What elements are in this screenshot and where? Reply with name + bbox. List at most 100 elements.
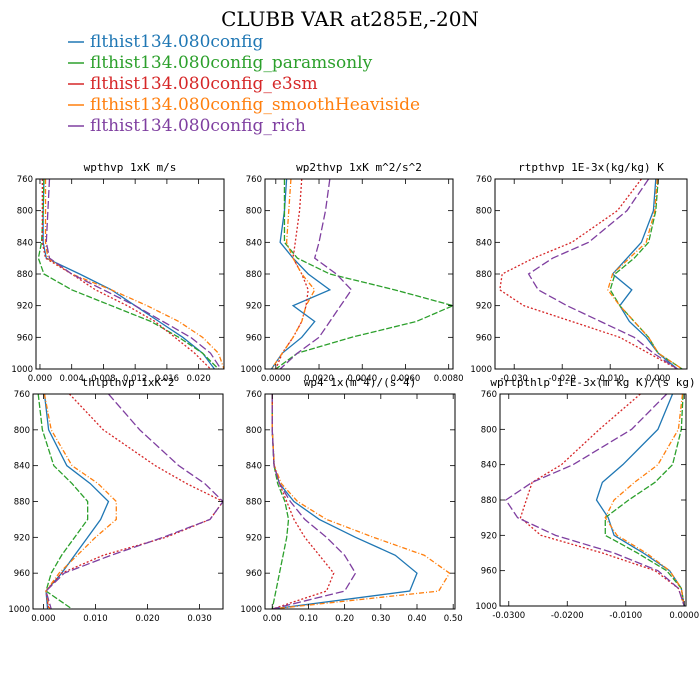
panel: rtpthvp 1E-3x(kg/kg) K 760 800 840 880 920 960…: [470, 161, 688, 384]
y-tick-label: 760: [14, 390, 30, 400]
x-tick-label: -0.0100: [609, 611, 642, 621]
legend-entry: flthist134.080config: [68, 32, 263, 52]
y-tick-label: 760: [476, 175, 492, 185]
y-tick-label: 760: [246, 175, 262, 185]
legend-entry: flthist134.080config_e3sm: [68, 74, 318, 94]
y-tick-label: 880: [246, 498, 262, 508]
series-line: [271, 394, 335, 609]
legend-label: flthist134.080config_paramsonly: [90, 53, 373, 73]
legend-entry: flthist134.080config_paramsonly: [68, 53, 373, 73]
x-tick-label: 0.000: [31, 614, 55, 624]
panel: thlpthvp 1xK^276080084088092096010000.00…: [8, 376, 224, 624]
y-tick-label: 920: [246, 302, 262, 312]
x-tick-label: 0.008: [91, 374, 115, 384]
y-tick-label: 840: [476, 238, 492, 248]
x-tick-label: 0.010: [83, 614, 107, 624]
figure-title: CLUBB VAR at285E,-20N: [221, 7, 479, 31]
y-tick-label: 800: [246, 207, 262, 217]
panel-title: wp4 1x(m^4)/(s^4): [304, 376, 417, 389]
series-line: [611, 179, 678, 369]
y-tick-label: 960: [481, 567, 497, 577]
series-line: [270, 179, 332, 369]
series-line: [45, 394, 223, 609]
x-tick-label: 0.00: [263, 614, 282, 624]
chart-panels: wpthvp 1xK m/s76080084088092096010000.00…: [8, 161, 699, 624]
series-line: [37, 394, 89, 609]
x-tick-label: 0.0020: [304, 374, 334, 384]
y-tick-label: 840: [246, 238, 262, 248]
y-tick-label: 800: [14, 426, 30, 436]
series-line: [604, 394, 685, 606]
series-lines: [270, 179, 453, 369]
series-line: [45, 394, 223, 609]
y-tick-label: 960: [246, 333, 262, 343]
y-tick-label: 960: [17, 333, 33, 343]
panel-title: wp2thvp 1xK m^2/s^2: [296, 161, 422, 174]
x-tick-label: 0.0060: [391, 374, 421, 384]
y-tick-label: 840: [14, 462, 30, 472]
y-tick-label: 1000: [475, 602, 497, 612]
y-tick-label: 800: [17, 207, 33, 217]
y-tick-label: 920: [481, 531, 497, 541]
series-lines: [271, 394, 451, 609]
y-tick-label: 920: [246, 533, 262, 543]
legend: flthist134.080configflthist134.080config…: [68, 32, 420, 136]
y-tick-label: 1000: [240, 605, 262, 615]
y-tick-label: 880: [14, 498, 30, 508]
x-tick-label: 0.000: [646, 374, 670, 384]
y-tick-label: 1000: [11, 365, 33, 375]
y-tick-label: 960: [14, 569, 30, 579]
series-line: [41, 179, 211, 369]
y-tick-label: 960: [476, 333, 492, 343]
series-line: [271, 394, 451, 609]
panel: wpthvp 1xK m/s76080084088092096010000.00…: [11, 161, 225, 384]
legend-label: flthist134.080config_e3sm: [90, 74, 318, 94]
series-lines: [37, 394, 223, 609]
panel: wp4 1x(m^4)/(s^4)76080084088092096010000…: [240, 376, 462, 624]
x-tick-label: 0.0080: [434, 374, 464, 384]
series-line: [271, 394, 357, 609]
legend-label: flthist134.080config_rich: [90, 116, 306, 136]
y-tick-label: 880: [246, 270, 262, 280]
x-tick-label: 0.000: [28, 374, 52, 384]
x-tick-label: -0.020: [548, 374, 575, 384]
series-line: [519, 394, 685, 606]
y-tick-label: 840: [481, 461, 497, 471]
y-tick-label: 1000: [8, 605, 30, 615]
x-tick-label: 0.030: [187, 614, 211, 624]
x-tick-label: 0.50: [444, 614, 463, 624]
series-line: [504, 394, 685, 606]
y-tick-label: 800: [246, 426, 262, 436]
legend-entry: flthist134.080config_smoothHeaviside: [68, 95, 420, 115]
series-line: [43, 394, 117, 609]
panel-title: rtpthvp 1E-3x(kg/kg) K: [518, 161, 664, 174]
series-line: [275, 179, 309, 369]
y-tick-label: 840: [246, 462, 262, 472]
x-tick-label: 0.012: [123, 374, 147, 384]
x-tick-label: 0.016: [155, 374, 179, 384]
x-tick-label: -0.0300: [492, 611, 525, 621]
x-tick-label: 0.0000: [669, 611, 699, 621]
panel-title: wprtpthlp 1-E-3x(m kg K)/(s kg): [490, 376, 695, 389]
x-tick-label: -0.030: [500, 374, 527, 384]
series-lines: [37, 179, 224, 369]
series-line: [270, 179, 316, 369]
x-tick-label: 0.20: [335, 614, 354, 624]
y-tick-label: 880: [17, 270, 33, 280]
panel: wprtpthlp 1-E-3x(m kg K)/(s kg)760 800 840…: [475, 376, 699, 621]
x-tick-label: 0.30: [371, 614, 390, 624]
y-tick-label: 800: [481, 425, 497, 435]
y-tick-label: 880: [476, 270, 492, 280]
x-tick-label: -0.010: [596, 374, 623, 384]
y-tick-label: 800: [476, 207, 492, 217]
legend-entry: flthist134.080config_rich: [68, 116, 306, 136]
series-lines: [499, 179, 683, 369]
x-tick-label: 0.0000: [261, 374, 291, 384]
x-tick-label: 0.020: [186, 374, 210, 384]
x-tick-label: 0.10: [299, 614, 318, 624]
x-tick-label: 0.0040: [347, 374, 377, 384]
legend-label: flthist134.080config: [90, 32, 263, 52]
panel: wp2thvp 1xK m^2/s^2 760 800 840 880 920 960 100…: [240, 161, 463, 384]
series-line: [44, 179, 224, 369]
panel-title: thlpthvp 1xK^2: [82, 376, 175, 389]
